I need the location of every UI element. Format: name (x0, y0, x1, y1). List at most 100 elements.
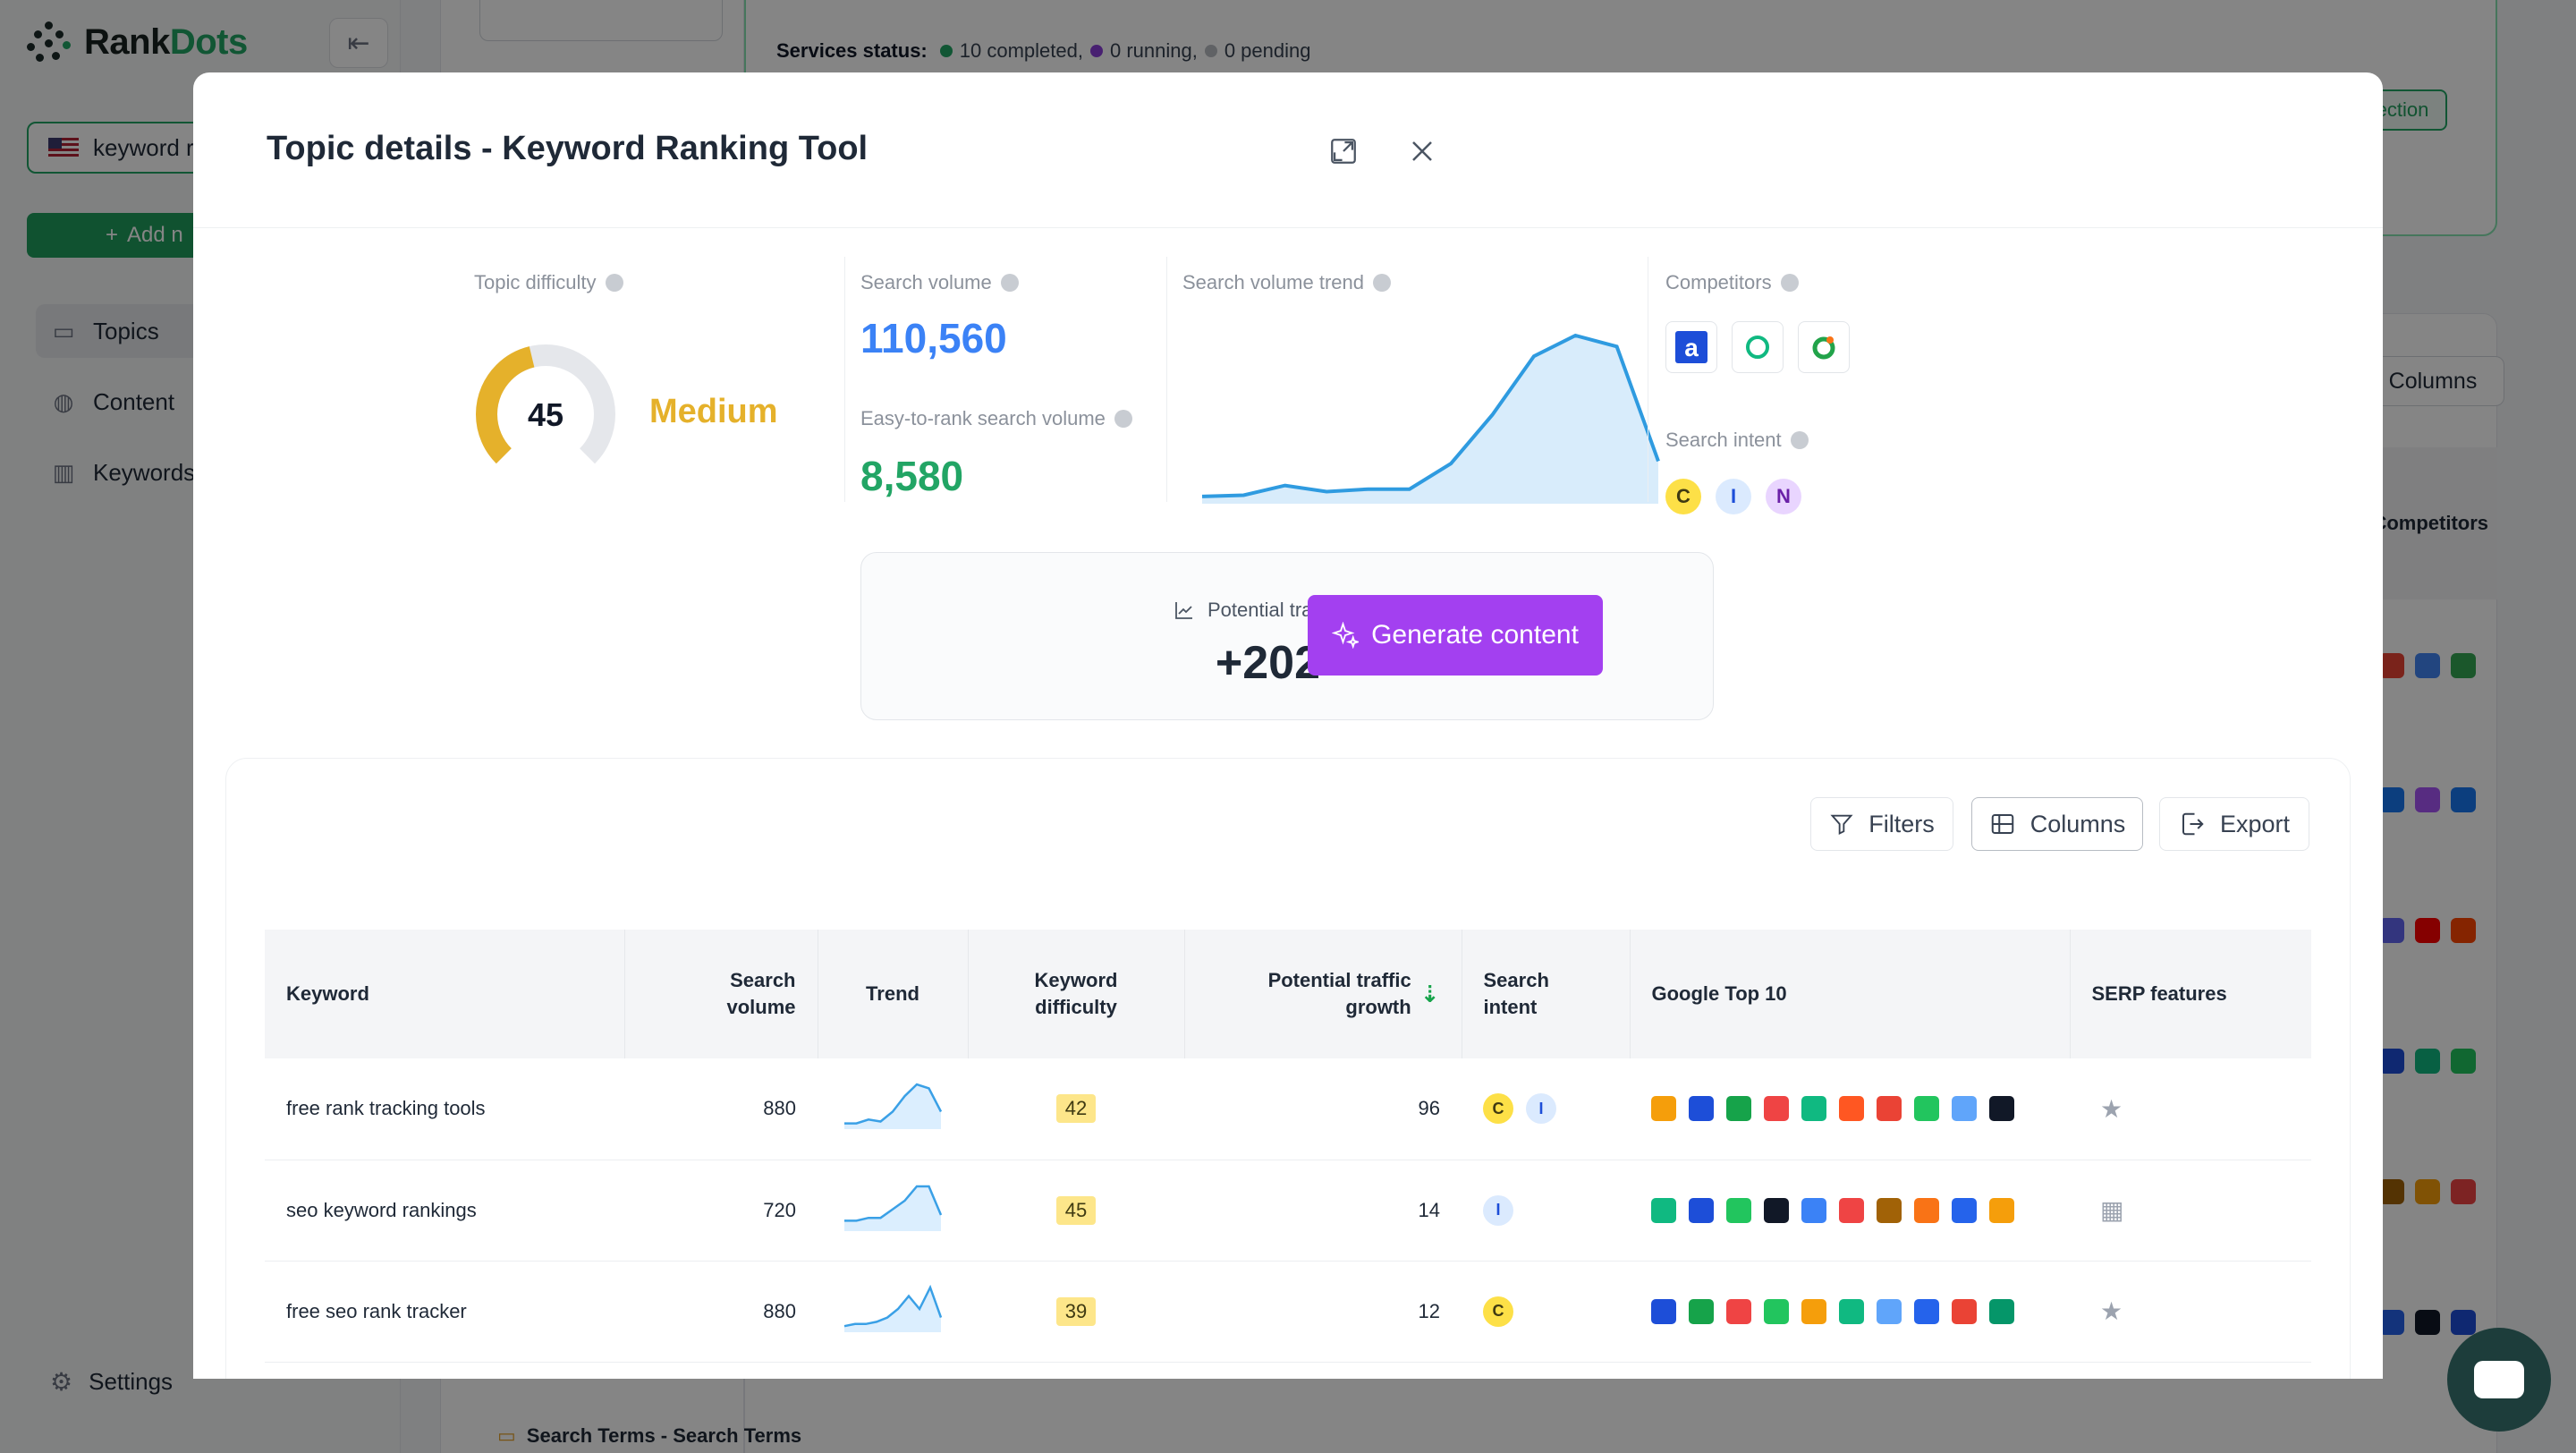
ranking-site-icon[interactable] (1839, 1096, 1864, 1122)
ranking-site-icon[interactable] (1839, 1298, 1864, 1324)
keyword-trend-sparkline (844, 1185, 943, 1231)
col-label-line: Potential traffic (1267, 969, 1411, 991)
expand-button[interactable] (1326, 133, 1361, 169)
help-icon[interactable] (1000, 274, 1019, 292)
keyword-cell[interactable]: free seo rank tracker (265, 1261, 624, 1363)
ranking-site-icon[interactable] (1989, 1096, 2014, 1122)
ranking-site-icon[interactable] (1689, 1096, 1714, 1122)
svg-text:a: a (1684, 334, 1699, 361)
metric-label-text: Search intent (1665, 429, 1782, 451)
metric-label-text: Easy-to-rank search volume (860, 407, 1106, 429)
col-label-line: Search (1483, 969, 1549, 991)
help-icon[interactable] (1790, 431, 1809, 449)
ranking-site-icon[interactable] (1764, 1197, 1789, 1223)
ranking-site-icon[interactable] (1839, 1197, 1864, 1223)
ranking-site-icon[interactable] (1801, 1298, 1826, 1324)
help-icon[interactable] (1780, 274, 1799, 292)
volume-value: 880 (763, 1299, 796, 1322)
ranking-site-icon[interactable] (1989, 1298, 2014, 1324)
table-icon[interactable]: ▦ (2100, 1196, 2124, 1224)
competitor-list: a (1665, 321, 1850, 373)
ranking-site-icon[interactable] (1801, 1096, 1826, 1122)
brand-logo[interactable]: RankDots (27, 20, 248, 64)
bg-topic-row[interactable]: ▭ Search Terms - Search Terms (497, 1424, 801, 1448)
sidebar-item-settings[interactable]: ⚙ Settings (50, 1367, 173, 1397)
ranking-site-icon[interactable] (1989, 1197, 2014, 1223)
col-serp-label: SERP features (2091, 982, 2227, 1005)
ranking-site-icon[interactable] (1726, 1298, 1751, 1324)
table-row[interactable]: seo keyword rankings 720 45 14 I ▦ (265, 1160, 2311, 1262)
help-icon[interactable] (1114, 410, 1132, 428)
ranking-site-icon[interactable] (1764, 1298, 1789, 1324)
ranking-site-icon[interactable] (1914, 1197, 1939, 1223)
col-keyword-difficulty[interactable]: Keyword difficulty (968, 930, 1185, 1058)
a-logo-icon: a (1675, 331, 1707, 363)
filters-button[interactable]: Filters (1810, 797, 1953, 851)
ranking-site-icon[interactable] (1914, 1096, 1939, 1122)
ranking-site-icon[interactable] (1952, 1096, 1977, 1122)
col-trend[interactable]: Trend (818, 930, 969, 1058)
competitor-a[interactable]: a (1665, 321, 1717, 373)
modal-title: Topic details - Keyword Ranking Tool (267, 130, 869, 167)
col-serp-features[interactable]: SERP features (2070, 930, 2311, 1058)
ranking-site-icon[interactable] (1877, 1096, 1902, 1122)
ranking-site-icon[interactable] (1952, 1197, 1977, 1223)
ranking-site-icon[interactable] (1877, 1197, 1902, 1223)
metric-label-text: Competitors (1665, 271, 1772, 293)
difficulty-level: Medium (649, 393, 778, 430)
star-icon[interactable]: ★ (2100, 1094, 2123, 1123)
completed-dot-icon (939, 45, 953, 57)
ranking-site-icon[interactable] (1689, 1298, 1714, 1324)
ranking-site-icon[interactable] (1651, 1096, 1676, 1122)
bar-chart-icon: ▥ (52, 458, 75, 486)
ranking-site-icon[interactable] (1726, 1096, 1751, 1122)
ranking-site-icon[interactable] (1689, 1197, 1714, 1223)
col-potential-growth[interactable]: Potential traffic growth ⇣ (1184, 930, 1462, 1058)
table-row[interactable]: free rank tracking tools 880 42 96 C I ★ (265, 1058, 2311, 1160)
ranking-site-icon[interactable] (1764, 1096, 1789, 1122)
ranking-site-icon[interactable] (1726, 1197, 1751, 1223)
keyword-cell[interactable]: free rank tracking tools (265, 1058, 624, 1160)
col-keyword[interactable]: Keyword (265, 930, 625, 1058)
competitor-ring[interactable] (1732, 321, 1784, 373)
sort-desc-icon[interactable]: ⇣ (1419, 981, 1440, 1007)
generate-content-button[interactable]: Generate content (1308, 595, 1603, 676)
collapse-sidebar-button[interactable]: ⇤ (329, 18, 388, 68)
ranking-site-icon[interactable] (1651, 1197, 1676, 1223)
ranking-site-icon[interactable] (1801, 1197, 1826, 1223)
col-search-volume[interactable]: Search volume (624, 930, 818, 1058)
sidebar-item-content[interactable]: ◍ Content (36, 375, 385, 429)
keyword-text: seo keyword rankings (286, 1198, 477, 1221)
columns-icon (1991, 814, 2013, 834)
bg-columns-button[interactable]: Columns (2361, 356, 2504, 406)
help-icon[interactable] (605, 274, 623, 292)
col-google-top10[interactable]: Google Top 10 (1630, 930, 2071, 1058)
ranking-site-icon[interactable] (1651, 1298, 1676, 1324)
export-button[interactable]: Export (2159, 797, 2309, 851)
filters-label: Filters (1868, 810, 1935, 837)
table-row[interactable]: free seo rank tracker 880 39 12 C ★ (265, 1261, 2311, 1363)
traffic-growth-value: +202 (1215, 637, 1320, 689)
close-button[interactable] (1404, 133, 1440, 169)
ranking-site-icon[interactable] (1952, 1298, 1977, 1324)
difficulty-value: 45 (527, 396, 564, 433)
help-icon[interactable] (1373, 274, 1391, 292)
easy-volume-value: 8,580 (860, 453, 964, 499)
col-label-line: Keyword (1034, 969, 1118, 991)
running-dot-icon (1089, 45, 1103, 57)
chat-widget-button[interactable] (2447, 1328, 2551, 1432)
ranking-site-icon[interactable] (1877, 1298, 1902, 1324)
columns-button[interactable]: Columns (1971, 797, 2143, 851)
keyword-cell[interactable]: seo keyword rankings (265, 1160, 624, 1262)
trend-cell (818, 1160, 968, 1262)
bg-competitors-header: Competitors (2361, 447, 2497, 599)
star-icon[interactable]: ★ (2100, 1297, 2123, 1325)
gauge-fill (476, 344, 615, 484)
col-search-intent[interactable]: Search intent (1462, 930, 1631, 1058)
competitor-swirl[interactable] (1798, 321, 1850, 373)
ranking-site-icon[interactable] (1914, 1298, 1939, 1324)
collapse-icon: ⇤ (347, 28, 370, 58)
intent-badge: C (1483, 1093, 1513, 1125)
status-label: Services status: (776, 39, 928, 62)
sidebar-item-keywords[interactable]: ▥ Keywords (36, 446, 385, 499)
